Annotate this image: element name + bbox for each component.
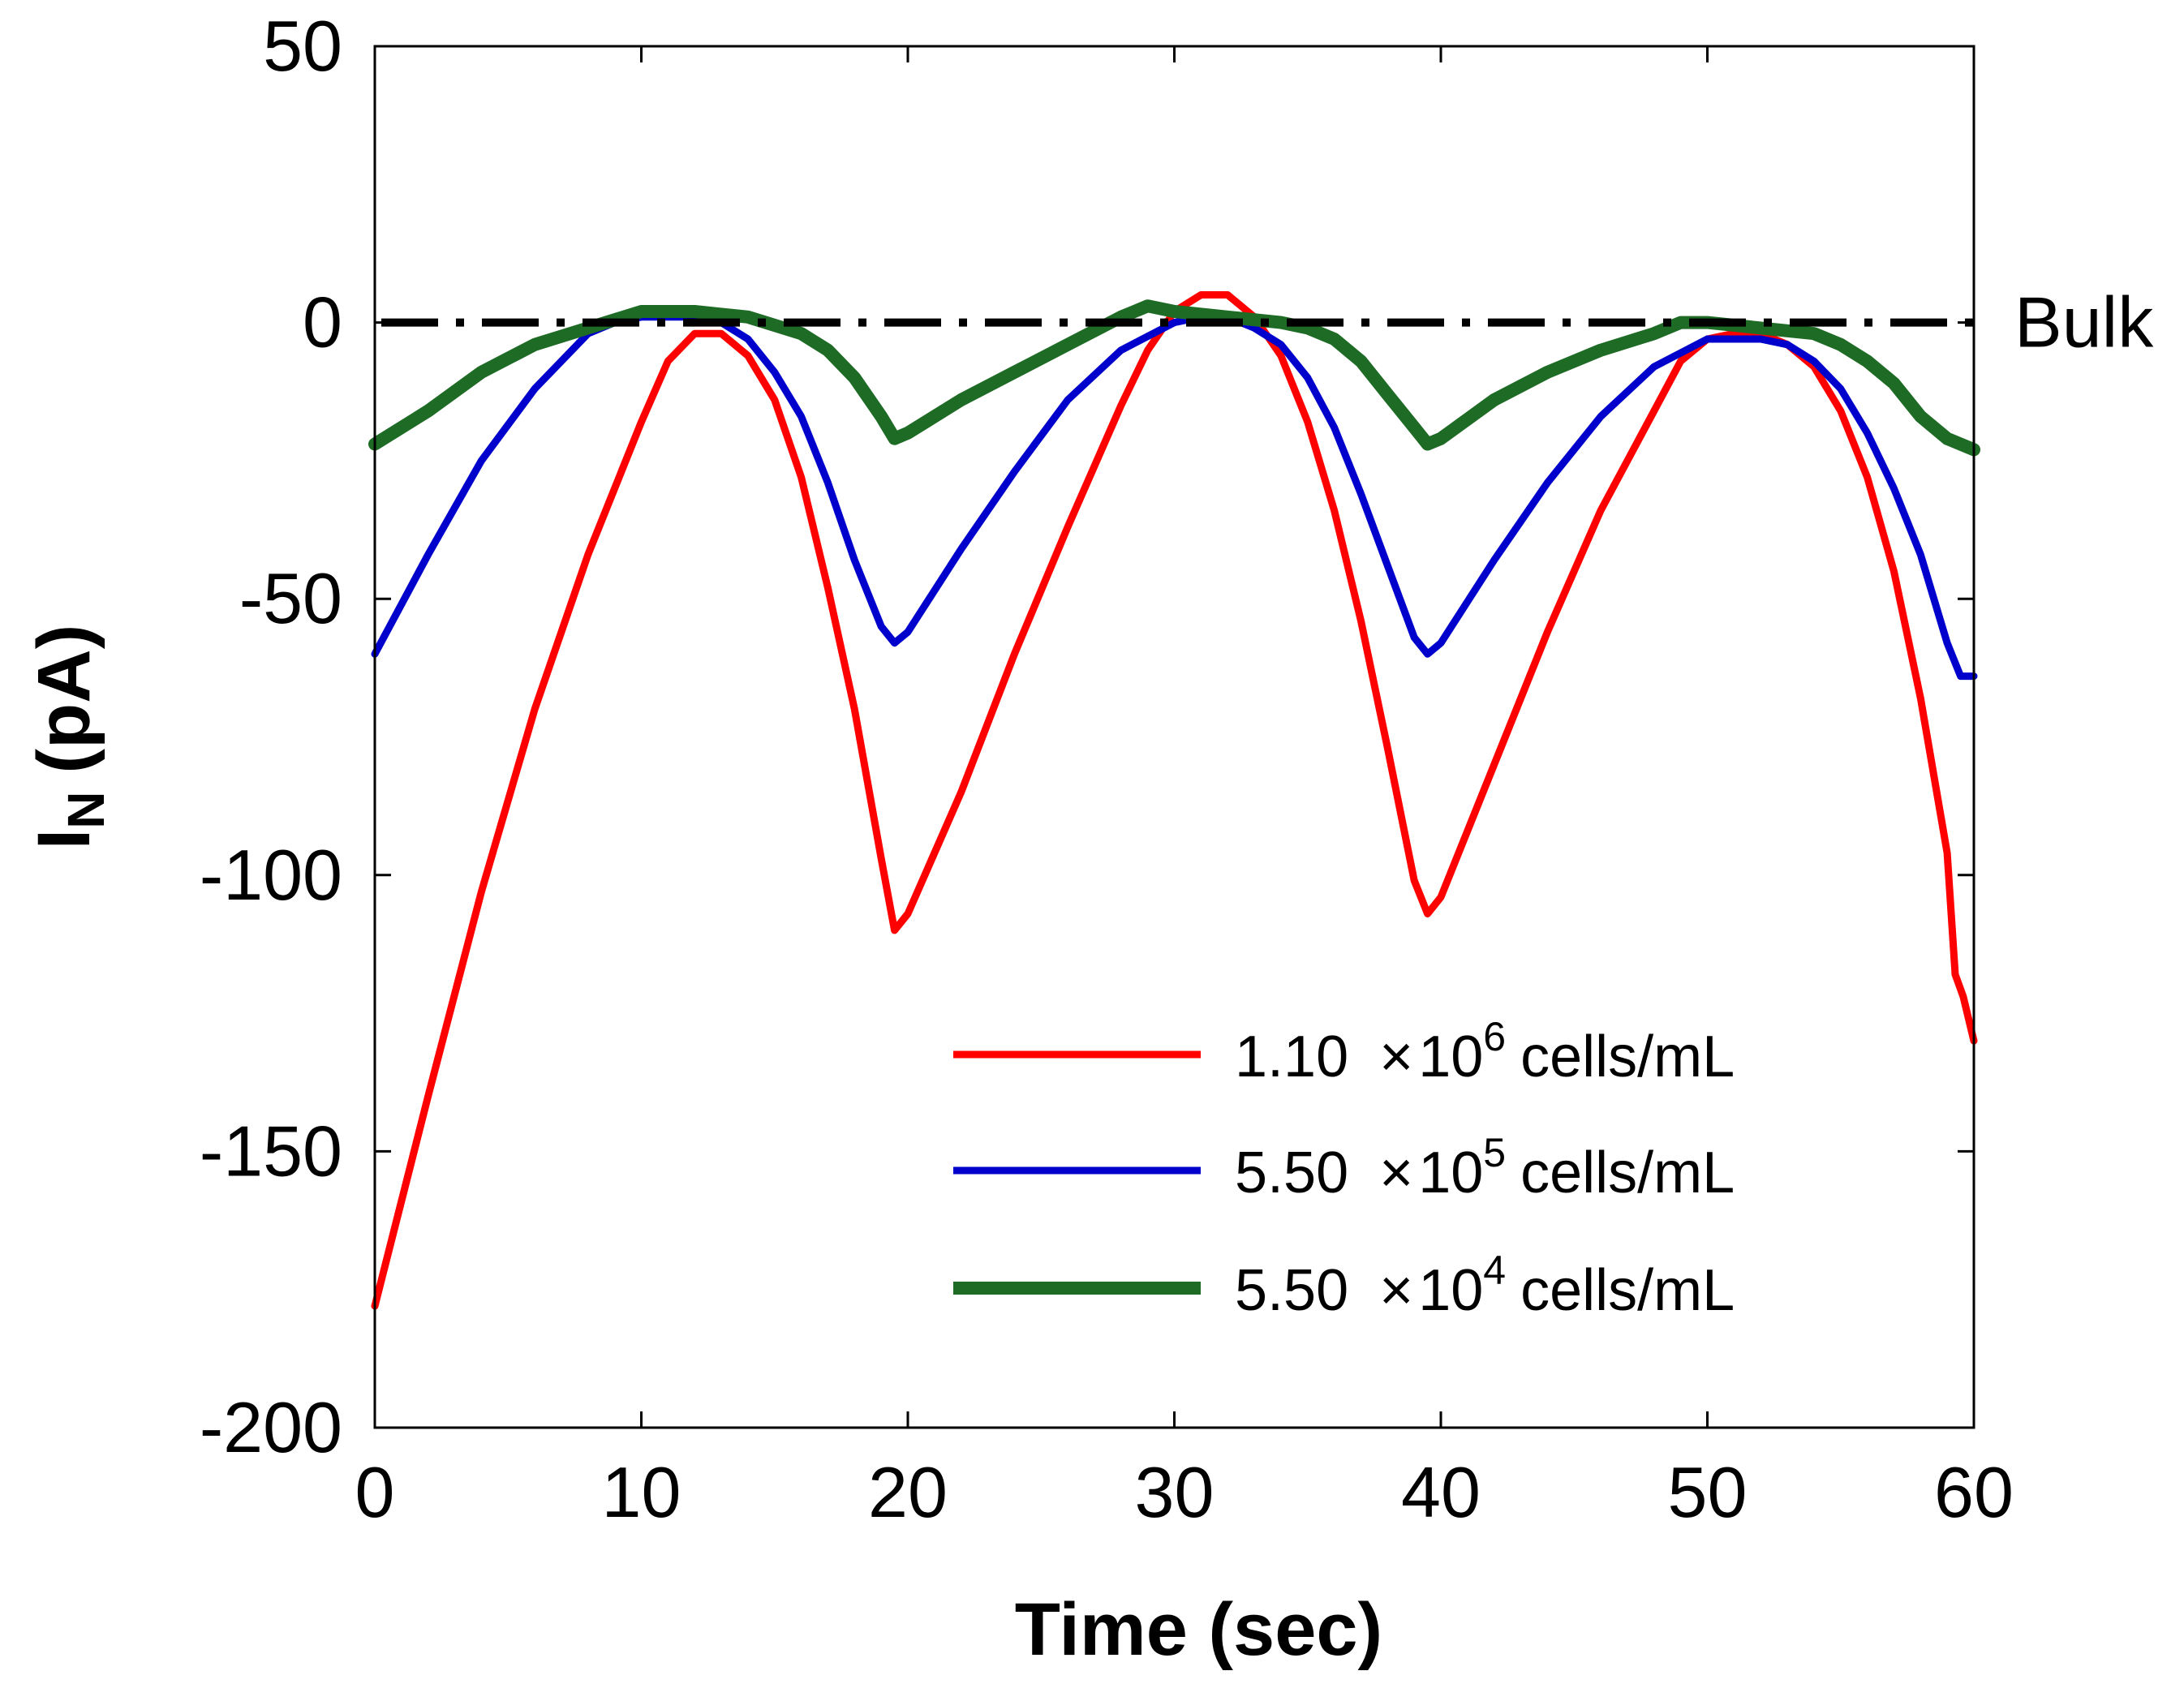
y-axis-title-main: I xyxy=(23,829,105,850)
x-tick-label: 0 xyxy=(355,1452,395,1532)
x-tick-labels: 0 10 20 30 40 50 60 xyxy=(355,1452,2014,1532)
y-tick-label: -50 xyxy=(239,558,342,638)
x-tick-label: 50 xyxy=(1668,1452,1748,1532)
legend-base: 10 xyxy=(1418,1024,1483,1089)
axis-ticks xyxy=(373,45,1975,1429)
series-line-3 xyxy=(368,299,1980,457)
y-axis-title-unit: (pA) xyxy=(23,625,105,774)
y-axis-title-subscript: N xyxy=(57,792,115,829)
x-axis-title: Time (sec) xyxy=(1015,1588,1382,1671)
legend-mantissa: 1.10 xyxy=(1235,1024,1348,1089)
legend-times: × xyxy=(1379,1024,1413,1089)
x-tick-label: 40 xyxy=(1401,1452,1481,1532)
legend-label-3: 5.50 ×104 cells/mL xyxy=(1235,1248,1735,1323)
legend-exp: 6 xyxy=(1483,1014,1506,1059)
y-tick-label: 0 xyxy=(303,282,342,363)
y-tick-label: -100 xyxy=(200,835,342,915)
legend-times: × xyxy=(1379,1258,1413,1323)
legend-base: 10 xyxy=(1418,1140,1483,1205)
legend-label-1: 1.10 ×106 cells/mL xyxy=(1235,1014,1735,1089)
x-tick-label: 10 xyxy=(602,1452,681,1532)
plot-frame xyxy=(373,45,1975,1429)
x-tick-label: 60 xyxy=(1934,1452,2014,1532)
y-tick-labels: 50 0 -50 -100 -150 -200 xyxy=(200,6,342,1467)
y-tick-label: 50 xyxy=(263,6,342,86)
y-axis-title: IN (pA) xyxy=(23,625,115,850)
x-tick-label: 30 xyxy=(1135,1452,1215,1532)
y-tick-label: -200 xyxy=(200,1387,342,1467)
legend-label-2: 5.50 ×105 cells/mL xyxy=(1235,1130,1735,1205)
legend-unit: cells/mL xyxy=(1520,1024,1735,1089)
y-tick-label: -150 xyxy=(200,1110,342,1191)
legend-mantissa: 5.50 xyxy=(1235,1258,1348,1323)
legend: 1.10 ×106 cells/mL5.50 ×105 cells/mL5.50 ×104… xyxy=(953,1014,1735,1323)
legend-unit: cells/mL xyxy=(1520,1258,1735,1323)
legend-mantissa: 5.50 xyxy=(1235,1140,1348,1205)
legend-times: × xyxy=(1379,1140,1413,1205)
legend-exp: 4 xyxy=(1483,1248,1506,1293)
legend-unit: cells/mL xyxy=(1520,1140,1735,1205)
legend-exp: 5 xyxy=(1483,1130,1506,1175)
legend-base: 10 xyxy=(1418,1258,1483,1323)
reference-line-label: Bulk xyxy=(2014,282,2154,363)
x-tick-label: 20 xyxy=(868,1452,948,1532)
